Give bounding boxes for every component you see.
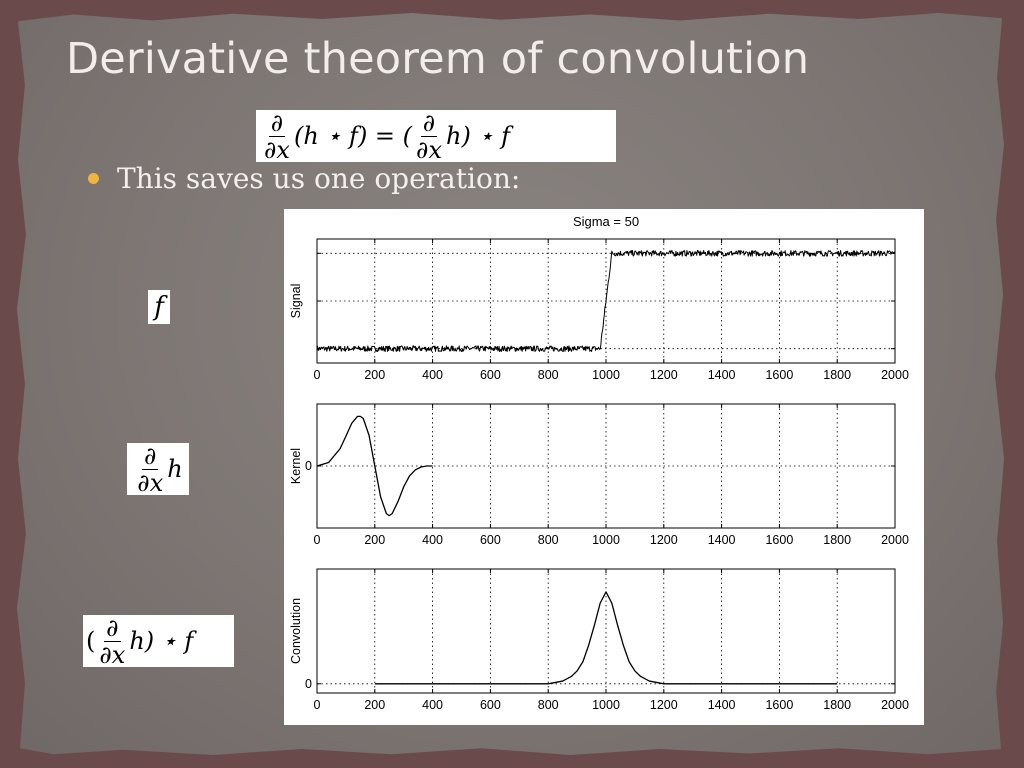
label-conv-tail: h) ⋆ f xyxy=(129,627,194,655)
bullet-item: This saves us one operation: xyxy=(88,162,520,195)
x-tick-label: 800 xyxy=(538,533,559,547)
x-tick-label: 600 xyxy=(480,698,501,712)
fraction-denominator: ∂x xyxy=(264,135,290,164)
x-tick-label: 0 xyxy=(314,368,321,382)
bullet-text: This saves us one operation: xyxy=(117,162,521,195)
equation-rhs-tail: ) ⋆ f xyxy=(461,122,510,150)
x-tick-label: 400 xyxy=(422,698,443,712)
equation-rhs-h: h xyxy=(445,122,462,150)
x-tick-label: 1600 xyxy=(765,368,793,382)
y-tick-label: 0 xyxy=(305,459,312,473)
x-tick-label: 200 xyxy=(364,368,385,382)
slide-title: Derivative theorem of convolution xyxy=(66,34,810,84)
partial-fraction: ∂ ∂x xyxy=(97,616,127,667)
x-tick-label: 800 xyxy=(538,698,559,712)
plot-svg: Sigma = 50 0 200 400 600 800 1000 1200 1400 1600 1… xyxy=(289,214,909,712)
equation-lhs: (h ⋆ f) = ( xyxy=(293,122,413,150)
chart-title: Sigma = 50 xyxy=(573,214,639,229)
x-tick-label: 1200 xyxy=(650,533,678,547)
fraction-denominator: ∂x xyxy=(99,640,126,669)
plot-figure: Sigma = 50 0 200 400 600 800 1000 1200 1400 1600 1… xyxy=(284,209,924,725)
x-tick-label: 1000 xyxy=(592,368,620,382)
fraction-numerator: ∂ xyxy=(104,613,121,642)
x-tick-label: 0 xyxy=(314,533,321,547)
fraction-numerator: ∂ xyxy=(142,441,159,470)
x-tick-label: 1800 xyxy=(823,698,851,712)
x-tick-label: 1800 xyxy=(823,533,851,547)
label-f: f xyxy=(148,290,170,324)
label-h-text: h xyxy=(167,455,183,483)
fraction-numerator: ∂ xyxy=(420,108,438,137)
y-axis-label: Convolution xyxy=(289,598,303,664)
x-tick-label: 400 xyxy=(422,368,443,382)
fraction-denominator: ∂x xyxy=(137,468,164,497)
x-tick-label: 2000 xyxy=(881,698,909,712)
partial-fraction: ∂ ∂x xyxy=(135,444,165,495)
fraction-numerator: ∂ xyxy=(268,108,286,137)
x-tick-label: 400 xyxy=(422,533,443,547)
series-line xyxy=(374,591,838,685)
y-axis-label: Kernel xyxy=(289,448,303,484)
fraction-denominator: ∂x xyxy=(416,135,442,164)
x-tick-label: 1400 xyxy=(708,368,736,382)
label-f-text: f xyxy=(154,292,164,322)
x-tick-label: 600 xyxy=(480,368,501,382)
theorem-equation: ∂ ∂x (h ⋆ f) = ( ∂ ∂x h ) ⋆ f xyxy=(256,110,616,162)
x-tick-label: 1000 xyxy=(592,533,620,547)
series-line xyxy=(316,415,433,517)
y-axis-label: Signal xyxy=(289,284,303,319)
x-tick-label: 600 xyxy=(480,533,501,547)
partial-fraction: ∂ ∂x xyxy=(262,111,292,162)
x-tick-label: 1600 xyxy=(765,533,793,547)
x-tick-label: 200 xyxy=(364,698,385,712)
x-tick-label: 0 xyxy=(314,698,321,712)
label-derivative-h: ∂ ∂x h xyxy=(127,443,189,495)
x-tick-label: 200 xyxy=(364,533,385,547)
bullet-dot-icon xyxy=(88,173,99,184)
x-tick-label: 1400 xyxy=(708,698,736,712)
x-tick-label: 800 xyxy=(538,368,559,382)
x-tick-label: 2000 xyxy=(881,368,909,382)
y-tick-label: 0 xyxy=(305,677,312,691)
partial-fraction: ∂ ∂x xyxy=(414,111,444,162)
series-line xyxy=(316,249,896,353)
label-convolution: ( ∂ ∂x h) ⋆ f xyxy=(83,615,234,667)
x-tick-label: 1000 xyxy=(592,698,620,712)
open-paren: ( xyxy=(86,627,96,655)
x-tick-label: 2000 xyxy=(881,533,909,547)
x-tick-label: 1200 xyxy=(650,698,678,712)
x-tick-label: 1800 xyxy=(823,368,851,382)
x-tick-label: 1200 xyxy=(650,368,678,382)
x-tick-label: 1400 xyxy=(708,533,736,547)
x-tick-label: 1600 xyxy=(765,698,793,712)
